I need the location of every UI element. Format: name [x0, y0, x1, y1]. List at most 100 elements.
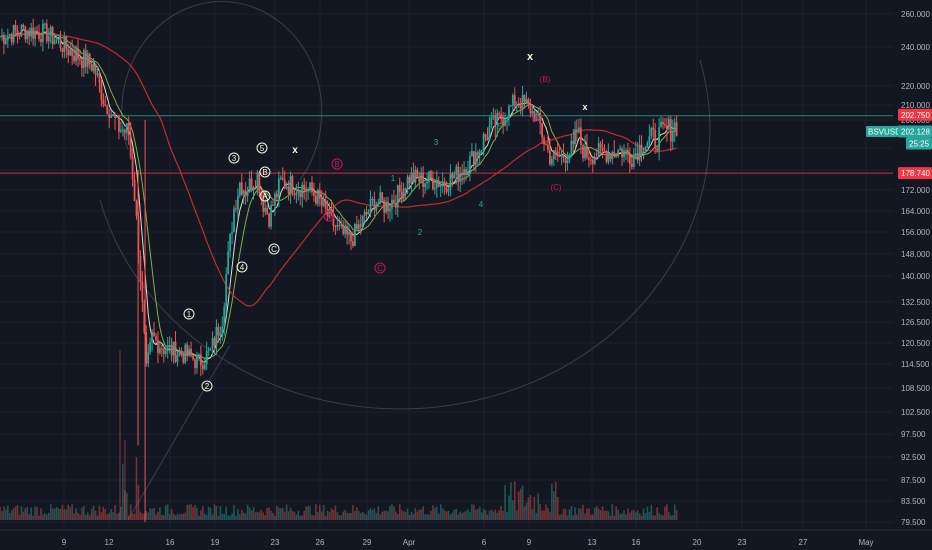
volume-bar — [664, 506, 666, 520]
candle — [669, 115, 672, 152]
candle-body — [611, 151, 614, 159]
volume-bar — [86, 512, 89, 520]
volume-bar — [603, 510, 606, 520]
candle — [252, 185, 255, 200]
candle — [564, 157, 567, 172]
volume-bar — [586, 508, 588, 520]
candle — [100, 79, 103, 107]
volume-bar — [200, 510, 202, 520]
candle-body — [301, 184, 304, 198]
wave-label-ring — [259, 166, 271, 178]
candle — [562, 143, 565, 163]
candle-body — [550, 158, 553, 165]
candle-body — [525, 99, 528, 102]
candle-body — [92, 63, 95, 71]
candle-body — [354, 223, 356, 246]
volume-bar — [7, 505, 9, 520]
volume-bar — [75, 508, 77, 520]
volume-bar — [410, 511, 413, 520]
volume-bar — [625, 514, 627, 520]
candle — [194, 358, 196, 375]
candle-body — [451, 173, 454, 179]
candle — [418, 171, 421, 190]
volume-bar — [301, 515, 304, 520]
candle — [363, 208, 366, 223]
candle — [588, 148, 590, 168]
volume-bar — [28, 513, 31, 520]
candle-body — [176, 355, 179, 362]
volume-bar — [597, 508, 600, 520]
candle — [396, 184, 399, 218]
candle — [484, 133, 487, 142]
candle — [114, 111, 116, 130]
candle — [461, 164, 464, 185]
candle — [543, 135, 545, 152]
price-tick: 140.000 — [901, 272, 930, 281]
candle-body — [118, 116, 120, 132]
candle — [133, 171, 136, 202]
candle-body — [357, 224, 360, 230]
volume-bar — [395, 511, 397, 520]
wave-label: 3 — [232, 154, 237, 163]
candle — [539, 106, 542, 135]
volume-bar — [12, 508, 15, 520]
time-tick: 6 — [482, 538, 487, 547]
candle-body — [465, 169, 467, 176]
volume-bar — [88, 515, 91, 520]
volume-bar — [397, 514, 399, 520]
candle-body — [34, 30, 36, 39]
candle — [34, 26, 36, 47]
volume-bar — [381, 511, 383, 520]
candle-body — [73, 55, 75, 62]
candle — [73, 45, 75, 64]
volume-bar — [406, 508, 409, 520]
candle — [164, 345, 167, 358]
candle — [311, 176, 313, 196]
candle — [404, 187, 407, 200]
candle — [139, 250, 142, 291]
volume-bar — [237, 509, 239, 520]
candle — [449, 164, 452, 197]
candle — [112, 114, 114, 117]
volume-bar — [215, 505, 218, 520]
wave-label: B — [262, 168, 267, 177]
wave-label: 1 — [187, 310, 192, 319]
volume-bar — [623, 510, 625, 520]
arc-small — [121, 1, 323, 181]
candle — [627, 142, 629, 163]
candle — [96, 66, 99, 78]
volume-bar — [207, 506, 210, 520]
candle — [84, 44, 87, 74]
candle-body — [638, 144, 641, 161]
volume-bar — [416, 511, 419, 520]
candle — [387, 196, 389, 219]
symbol-badge-bg — [866, 126, 898, 137]
candle-body — [88, 53, 91, 65]
candle — [648, 124, 651, 145]
volume-bar — [445, 511, 448, 520]
candle-body — [129, 135, 132, 157]
price-tick: 108.500 — [901, 384, 930, 393]
volume-bar — [289, 507, 292, 520]
volume-bar — [96, 515, 99, 520]
volume-bar — [668, 512, 670, 520]
candle-body — [599, 143, 602, 148]
volume-bar — [125, 492, 128, 520]
candle-body — [342, 224, 345, 234]
candle-body — [10, 33, 13, 43]
volume-bar — [65, 509, 68, 520]
candle — [506, 117, 508, 131]
volume-bar — [303, 510, 305, 520]
candle — [488, 116, 491, 141]
candle — [621, 146, 623, 166]
volume-bar — [666, 504, 668, 520]
candle-body — [160, 348, 163, 350]
candle-body — [373, 199, 376, 211]
candle-body — [71, 49, 74, 56]
candle — [3, 31, 5, 55]
candle-body — [521, 95, 524, 109]
volume-bar — [10, 510, 13, 520]
candle — [441, 172, 444, 193]
candle — [667, 115, 670, 131]
